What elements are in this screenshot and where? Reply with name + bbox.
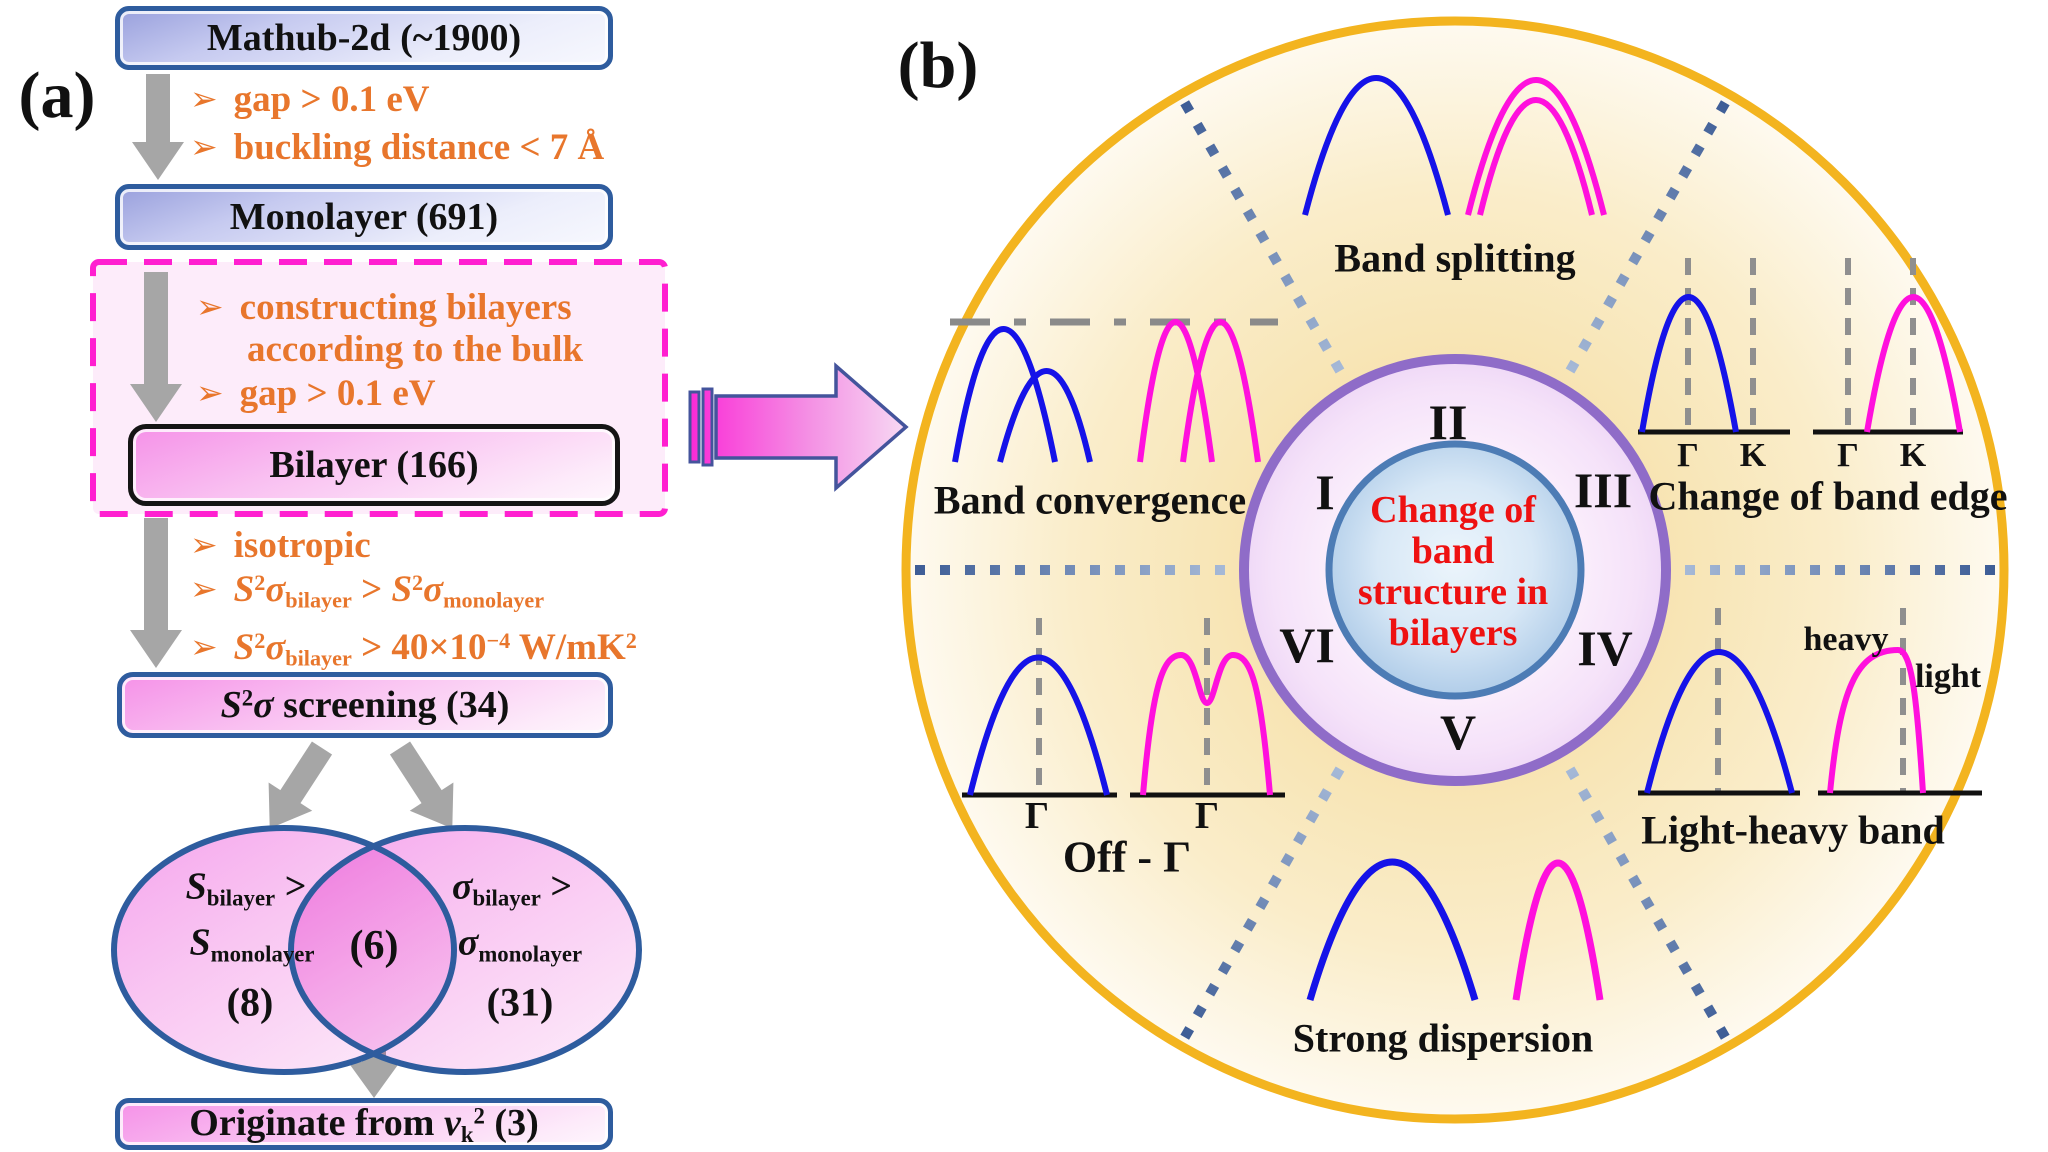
- bullet-buckling: ➢ buckling distance < 7 Å: [190, 126, 604, 169]
- light-heavy-plots: [1638, 608, 1982, 796]
- light-band-label: light: [1914, 658, 1982, 695]
- sector-label-change-of-band-edge: Change of band edge: [1648, 473, 2008, 519]
- box-bilayer: Bilayer (166): [128, 424, 620, 506]
- venn-left-count: (8): [226, 979, 274, 1025]
- sector-label-off-gamma: Off - Γ: [1062, 832, 1192, 882]
- bullet-gap2: ➢ gap > 0.1 eV: [196, 372, 435, 415]
- k-label-band-edge-left: K: [1739, 437, 1767, 474]
- venn-intersection-count: (6): [349, 923, 399, 969]
- venn-right-count: (31): [486, 979, 554, 1025]
- arrow-bullet-icon: ➢: [190, 127, 218, 166]
- box-monolayer: Monolayer (691): [115, 184, 613, 250]
- venn-right-line1: σbilayer >: [451, 865, 573, 911]
- band-edge-plots: [1638, 258, 1963, 435]
- box-originate-text: Originate from νk2 (3): [189, 1101, 539, 1147]
- numeral-I: I: [1315, 464, 1335, 520]
- bullet-gap1-text: gap > 0.1 eV: [233, 79, 430, 120]
- numeral-III: III: [1573, 462, 1633, 518]
- center-text-line4: bilayers: [1388, 612, 1518, 654]
- box-originate: Originate from νk2 (3): [115, 1098, 613, 1150]
- box-screening: S2σ screening (34): [117, 672, 613, 738]
- panel-link-arrow: [688, 362, 909, 492]
- band-convergence-curves: [950, 318, 1278, 463]
- sector-divider-lines: [910, 95, 2000, 1045]
- sector-label-band-convergence: Band convergence: [933, 477, 1247, 523]
- wheel-inner-circle: [1325, 440, 1585, 700]
- bullet-constructing: ➢ constructing bilayers: [196, 286, 572, 329]
- arrow-bullet-icon: ➢: [190, 79, 218, 118]
- venn-left-line1: Sbilayer >: [185, 865, 307, 911]
- bullet-isotropic: ➢ isotropic: [190, 524, 371, 567]
- center-text-line1: Change of: [1370, 489, 1536, 531]
- numeral-IV: IV: [1577, 620, 1633, 676]
- numeral-II: II: [1428, 394, 1468, 450]
- panel-a-label: (a): [18, 59, 96, 132]
- flow-arrows: [130, 74, 454, 1098]
- band-splitting-curves: [1302, 75, 1607, 216]
- off-gamma-plots: [962, 618, 1285, 798]
- sector-label-strong-dispersion: Strong dispersion: [1292, 1015, 1594, 1061]
- bullet-constructing-line2: according to the bulk: [247, 328, 583, 371]
- bullet-gap1: ➢ gap > 0.1 eV: [190, 78, 429, 121]
- arrow-bullet-icon: ➢: [190, 627, 218, 666]
- gamma-label-band-edge-left: Γ: [1677, 437, 1699, 474]
- venn-left-line2: Smonolayer: [189, 921, 315, 967]
- gamma-label-band-edge-right: Γ: [1837, 437, 1859, 474]
- venn-right-line2: σmonolayer: [457, 921, 583, 967]
- sector-label-band-splitting: Band splitting: [1334, 235, 1576, 281]
- numeral-VI: VI: [1279, 617, 1335, 673]
- arrow-bullet-icon: ➢: [196, 287, 224, 326]
- heavy-band-label: heavy: [1803, 621, 1889, 658]
- arrow-bullet-icon: ➢: [190, 525, 218, 564]
- box-screening-text: S2σ screening (34): [220, 684, 510, 726]
- arrow-bullet-icon: ➢: [196, 373, 224, 412]
- numeral-V: V: [1439, 704, 1477, 760]
- venn-right-ellipse: [291, 828, 639, 1072]
- bullet-power-factor-1-text: S2σbilayer > S2σmonolayer: [233, 569, 545, 613]
- arrow-bullet-icon: ➢: [190, 569, 218, 608]
- center-text-line2: band: [1411, 530, 1495, 572]
- bullet-constructing-text1: constructing bilayers: [239, 287, 572, 328]
- venn-diagram: [111, 825, 642, 1075]
- bullet-gap2-text: gap > 0.1 eV: [239, 373, 436, 414]
- gamma-label-off-gamma-right: Γ: [1194, 795, 1220, 837]
- panel-b-label: (b): [897, 29, 979, 102]
- box-monolayer-text: Monolayer (691): [229, 196, 499, 238]
- box-mathub-text: Mathub-2d (~1900): [206, 17, 522, 59]
- sector-label-light-heavy-band: Light-heavy band: [1641, 807, 1945, 853]
- strong-dispersion-curves: [1306, 858, 1604, 1002]
- box-bilayer-text: Bilayer (166): [269, 444, 479, 486]
- bullet-power-factor-2-text: S2σbilayer > 40×10−4 W/mK2: [233, 627, 637, 671]
- gamma-label-off-gamma-left: Γ: [1024, 795, 1050, 837]
- bullet-power-factor-1: ➢ S2σbilayer > S2σmonolayer: [190, 568, 544, 614]
- k-label-band-edge-right: K: [1899, 437, 1927, 474]
- bullet-isotropic-text: isotropic: [233, 525, 371, 566]
- center-text-line3: structure in: [1357, 571, 1549, 613]
- bullet-buckling-text: buckling distance < 7 Å: [233, 127, 605, 168]
- bullet-power-factor-2: ➢ S2σbilayer > 40×10−4 W/mK2: [190, 626, 637, 672]
- box-mathub: Mathub-2d (~1900): [115, 6, 613, 70]
- bullet-constructing-text2: according to the bulk: [247, 329, 584, 370]
